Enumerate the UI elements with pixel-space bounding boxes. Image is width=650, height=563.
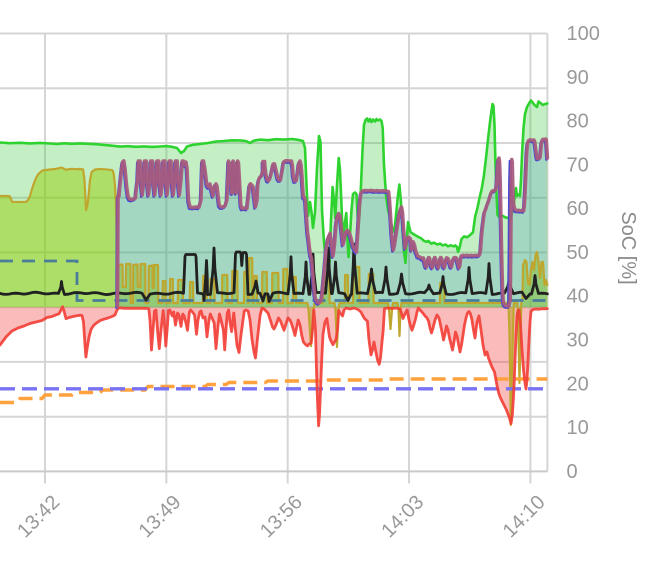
svg-text:70: 70 — [567, 154, 589, 176]
svg-text:SoC [%]: SoC [%] — [617, 211, 639, 284]
svg-text:50: 50 — [567, 242, 589, 264]
svg-text:0: 0 — [567, 461, 578, 483]
svg-text:100: 100 — [567, 23, 600, 45]
svg-text:90: 90 — [567, 67, 589, 89]
svg-text:10: 10 — [567, 417, 589, 439]
svg-text:60: 60 — [567, 198, 589, 220]
svg-text:20: 20 — [567, 373, 589, 395]
svg-text:30: 30 — [567, 330, 589, 352]
svg-text:40: 40 — [567, 286, 589, 308]
svg-text:80: 80 — [567, 111, 589, 133]
